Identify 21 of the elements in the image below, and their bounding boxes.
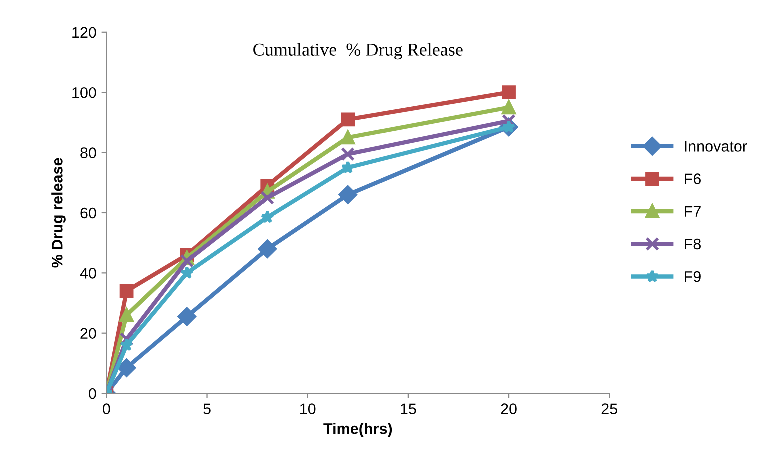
y-tick-label: 60 <box>80 208 96 219</box>
y-axis-title: % Drug release <box>52 158 66 268</box>
x-tick-label: 10 <box>300 404 316 414</box>
legend-label: F9 <box>685 271 701 282</box>
legend-label: Innovator <box>685 141 748 152</box>
x-tick-label: 20 <box>501 404 517 414</box>
y-tick-label: 20 <box>80 328 96 340</box>
text: Cumulative % Drug Release <box>254 43 463 60</box>
legend-label: F6 <box>685 174 701 185</box>
x-tick-label: 5 <box>204 404 211 414</box>
x-tick-label: 25 <box>602 404 618 414</box>
legend-label: F8 <box>685 238 701 250</box>
x-axis-title: Time(hrs) <box>324 423 392 438</box>
y-tick-label: 120 <box>72 27 96 38</box>
y-tick-label: 80 <box>80 148 96 158</box>
y-tick-label: 0 <box>89 388 96 400</box>
x-tick-label: 0 <box>103 404 110 414</box>
y-tick-label: 40 <box>80 268 96 279</box>
legend-label: F7 <box>685 206 701 217</box>
y-tick-label: 100 <box>72 87 96 98</box>
x-tick-label: 15 <box>401 404 416 414</box>
